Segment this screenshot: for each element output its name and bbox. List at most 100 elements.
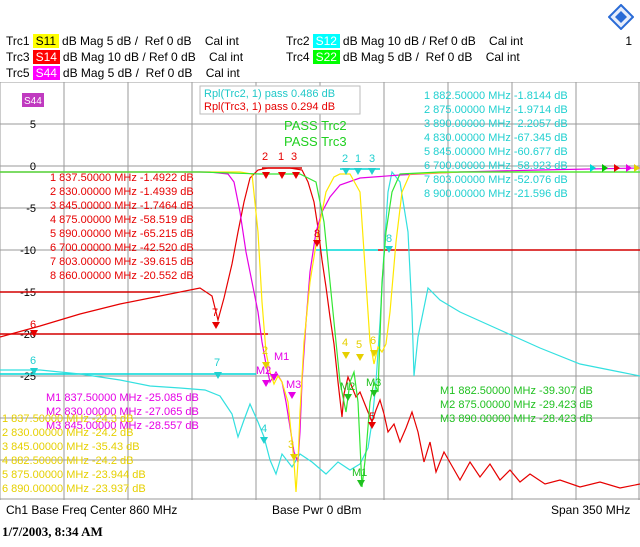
marker-triangle[interactable] [30, 330, 38, 337]
trace-param-badge[interactable]: S22 [312, 50, 340, 64]
y-axis-labels: 5 0 -5 -10 -15 -20 -25 [20, 119, 36, 383]
active-trace-badge[interactable]: S44 [24, 96, 42, 107]
marker-label: 6 [30, 355, 36, 367]
red-marker-line: 8 860.00000 MHz -20.552 dB [50, 270, 194, 282]
marker-triangle[interactable] [30, 368, 38, 375]
marker-triangle[interactable] [344, 394, 352, 401]
marker-triangle[interactable] [292, 172, 300, 179]
marker-label: 7 [212, 307, 218, 319]
marker-triangle[interactable] [368, 422, 376, 429]
marker-label: 7 [214, 357, 220, 369]
marker-triangle[interactable] [214, 372, 222, 379]
trace-param-badge[interactable]: S44 [32, 66, 60, 80]
trace-format: dB Mag [342, 34, 385, 48]
marker-triangle[interactable] [313, 240, 321, 247]
trace-format: dB Mag [62, 66, 105, 80]
marker-triangle[interactable] [262, 172, 270, 179]
cyan-marker-line: 3 890.00000 MHz -2.2057 dB [424, 118, 568, 130]
marker-label: 1 [355, 153, 361, 165]
marker-triangle[interactable] [370, 350, 378, 357]
marker-triangle[interactable] [357, 480, 365, 487]
marker-triangle[interactable] [342, 352, 350, 359]
marker-label: 3 [291, 151, 297, 163]
ripple-cyan-label: Rpl(Trc2, 1) pass 0.486 dB [204, 88, 335, 100]
marker-triangle[interactable] [368, 168, 376, 175]
ripple-red-label: Rpl(Trc3, 1) pass 0.294 dB [204, 101, 335, 113]
magenta-marker-line: M2 830.00000 MHz -27.065 dB [46, 406, 199, 418]
marker-label: M2 [256, 365, 271, 377]
trace-cal: Cal int [485, 50, 520, 64]
trace-ref: Ref 0 dB [425, 50, 473, 64]
magenta-marker-line: M1 837.50000 MHz -25.085 dB [46, 392, 199, 404]
red-marker-line: 3 845.00000 MHz -1.7464 dB [50, 200, 194, 212]
ripple-box [199, 85, 361, 115]
trace-s22-green [0, 171, 640, 488]
marker-triangle[interactable] [278, 172, 286, 179]
trace-cal: Cal int [489, 34, 524, 48]
marker-label: 5 [369, 411, 375, 423]
trace-ref: Ref 0 dB [145, 66, 193, 80]
magenta-marker-line: M3 845.00000 MHz -28.557 dB [46, 420, 199, 432]
trace-cal: Cal int [205, 66, 240, 80]
base-power: Base Pwr 0 dBm [272, 503, 362, 517]
marker-label: 2 [342, 153, 348, 165]
trace-row-trc1[interactable]: Trc1 S11 dB Mag 5 dB / Ref 0 dB Cal int [6, 34, 239, 48]
trace-format: dB Mag [342, 50, 385, 64]
yellow-marker-line: 1 837.50000 MHz -24.3 dB [2, 413, 133, 425]
trace-scale: 5 dB / [107, 66, 139, 80]
trace-ref: Ref 0 dB [149, 50, 196, 64]
yellow-marker-line: 3 845.00000 MHz -35.43 dB [2, 441, 140, 453]
plot-grid [0, 82, 640, 500]
cyan-marker-line: 4 830.00000 MHz -67.345 dB [424, 132, 568, 144]
trace-label: Trc5 [6, 66, 30, 80]
magenta-marker-readout: M1 837.50000 MHz -25.085 dB M2 830.00000… [46, 392, 199, 432]
trace-row-trc4[interactable]: Trc4 S22 dB Mag 5 dB / Ref 0 dB Cal int [286, 50, 520, 64]
trace-ref: Ref 0 dB [429, 34, 476, 48]
marker-label: 3 [369, 153, 375, 165]
green-point-markers[interactable]: M1 M2 M3 [340, 377, 381, 487]
magenta-point-markers[interactable]: M1 M2 M3 [256, 351, 301, 399]
red-marker-line: 4 875.00000 MHz -58.519 dB [50, 214, 194, 226]
marker-label: 6 [30, 319, 36, 331]
marker-triangle[interactable] [370, 390, 378, 397]
marker-label: 2 [262, 151, 268, 163]
marker-label: 4 [342, 337, 348, 349]
trace-ref: Ref 0 dB [144, 34, 192, 48]
marker-triangle[interactable] [262, 362, 270, 369]
red-point-markers[interactable]: 2 1 3 8 6 7 5 [30, 151, 376, 429]
cyan-point-markers[interactable]: 2 1 3 8 6 7 4 [30, 153, 393, 444]
trace-row-trc5[interactable]: Trc5 S44 dB Mag 5 dB / Ref 0 dB Cal int [6, 66, 240, 80]
marker-triangle[interactable] [385, 246, 393, 253]
trace-param-badge[interactable]: S14 [32, 50, 60, 64]
trace-cal: Cal int [209, 50, 244, 64]
trace-scale: 5 dB / [387, 50, 419, 64]
marker-triangle[interactable] [260, 437, 268, 444]
marker-label: 8 [314, 228, 320, 240]
marker-label: M1 [352, 467, 367, 479]
cyan-marker-line: 5 845.00000 MHz -60.677 dB [424, 146, 568, 158]
marker-label: 8 [386, 233, 392, 245]
yellow-marker-line: 4 882.50000 MHz -24.2 dB [2, 455, 133, 467]
trace-s14-red [0, 167, 640, 489]
cyan-marker-line: 7 803.00000 MHz -52.076 dB [424, 174, 568, 186]
trace-format: dB Mag [62, 34, 104, 48]
measurement-plot[interactable]: 5 0 -5 -10 -15 -20 -25 S44 2 1 3 8 [0, 82, 640, 500]
trace-label: Trc4 [286, 50, 310, 64]
marker-triangle[interactable] [270, 374, 278, 381]
marker-label: M1 [274, 351, 289, 363]
marker-triangle[interactable] [342, 168, 350, 175]
trace-param-badge[interactable]: S12 [312, 34, 340, 48]
marker-triangle[interactable] [290, 454, 298, 461]
marker-triangle[interactable] [356, 354, 364, 361]
marker-triangle[interactable] [288, 392, 296, 399]
trace-param-badge[interactable]: S11 [32, 34, 60, 48]
marker-triangle[interactable] [212, 322, 220, 329]
marker-triangle[interactable] [354, 168, 362, 175]
trace-format: dB Mag [62, 50, 105, 64]
trace-row-trc2[interactable]: Trc2 S12 dB Mag 10 dB / Ref 0 dB Cal int [286, 34, 523, 48]
marker-triangle[interactable] [262, 380, 270, 387]
marker-label: M3 [366, 377, 381, 389]
active-trace-badge-bg [22, 93, 44, 107]
trace-row-trc3[interactable]: Trc3 S14 dB Mag 10 dB / Ref 0 dB Cal int [6, 50, 243, 64]
yellow-point-markers[interactable]: 2 3 4 5 6 [262, 335, 378, 461]
